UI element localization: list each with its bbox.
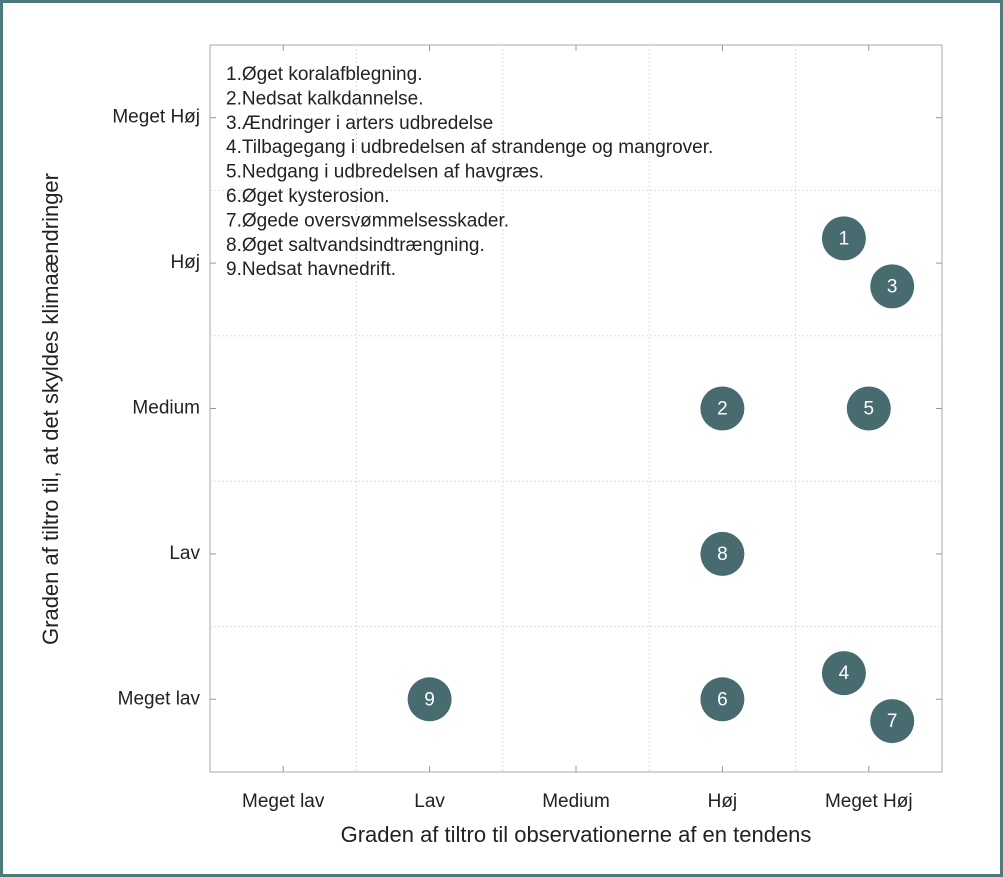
- point: [700, 531, 745, 576]
- note: 4.Tilbagegang i udbredelsen af strandeng…: [226, 137, 713, 158]
- point: [846, 386, 891, 431]
- point-label: 5: [864, 399, 875, 420]
- y-axis-title: Graden af tiltro til, at det skyldes kli…: [38, 173, 63, 645]
- point: [407, 677, 452, 722]
- point-label: 2: [717, 399, 728, 420]
- note: 7.Øgede oversvømmelsesskader.: [226, 210, 509, 231]
- point-label: 3: [887, 276, 898, 297]
- point-label: 9: [424, 689, 435, 710]
- point-label: 8: [717, 544, 728, 565]
- point: [700, 386, 745, 431]
- note: 8.Øget saltvandsindtrængning.: [226, 235, 485, 256]
- note: 2.Nedsat kalkdannelse.: [226, 88, 424, 109]
- y-tick-label: Meget lav: [118, 688, 201, 709]
- y-tick-label: Medium: [132, 398, 200, 419]
- x-axis-title: Graden af tiltro til observationerne af …: [341, 822, 812, 847]
- note: 6.Øget kysterosion.: [226, 186, 390, 207]
- x-tick-label: Lav: [414, 791, 445, 812]
- point-label: 4: [839, 663, 850, 684]
- note: 1.Øget koralafblegning.: [226, 64, 422, 85]
- x-tick-label: Medium: [542, 791, 610, 812]
- x-tick-label: Meget lav: [242, 791, 325, 812]
- y-tick-label: Høj: [170, 252, 200, 273]
- note: 9.Nedsat havnedrift.: [226, 259, 396, 280]
- y-tick-label: Lav: [169, 543, 200, 564]
- y-tick-label: Meget Høj: [112, 107, 200, 128]
- point-label: 1: [839, 228, 850, 249]
- x-tick-label: Meget Høj: [825, 791, 913, 812]
- point: [870, 699, 915, 744]
- note: 5.Nedgang i udbredelsen af havgræs.: [226, 162, 544, 183]
- point: [700, 677, 745, 722]
- point-label: 7: [887, 711, 898, 732]
- point: [821, 651, 866, 696]
- x-tick-label: Høj: [708, 791, 738, 812]
- point-label: 6: [717, 689, 728, 710]
- point: [821, 216, 866, 261]
- note: 3.Ændringer i arters udbredelse: [226, 113, 493, 134]
- point: [870, 264, 915, 309]
